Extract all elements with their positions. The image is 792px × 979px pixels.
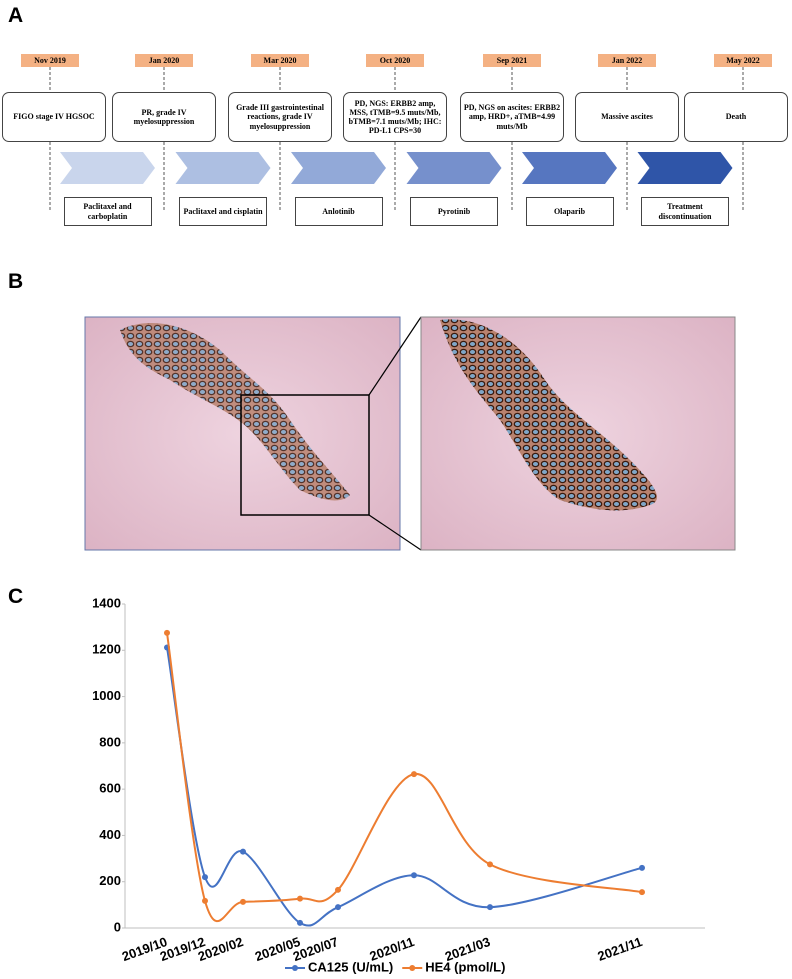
y-tick-label: 1200 [92, 642, 121, 657]
chevron [406, 152, 502, 184]
event-box: Grade III gastrointestinal reactions, gr… [228, 92, 332, 142]
chevron [637, 152, 733, 184]
panel-label: A [8, 4, 24, 27]
point [202, 897, 208, 904]
event-box: Death [684, 92, 788, 142]
chart: 02004006008001000120014002019/102019/122… [92, 595, 705, 974]
point [411, 771, 417, 778]
treatment-box: Paclitaxel and cisplatin [179, 197, 267, 226]
event-box: PD, NGS: ERBB2 amp, MSS, tTMB=9.5 muts/M… [343, 92, 447, 142]
panel-label: C [8, 585, 24, 608]
chevron [175, 152, 271, 184]
chevron [60, 152, 155, 184]
legend-swatch [292, 965, 298, 971]
point [240, 848, 246, 855]
treatment-box: Treatment discontinuation [641, 197, 729, 226]
point [297, 895, 303, 902]
zoom-line [368, 514, 422, 551]
zoom-box [240, 394, 370, 516]
point [202, 874, 208, 881]
point [639, 889, 645, 896]
date-label: Mar 2020 [251, 54, 309, 67]
point [240, 898, 246, 905]
event-box: Massive ascites [575, 92, 679, 142]
point [639, 864, 645, 871]
y-tick-label: 800 [99, 734, 121, 749]
legend-label: CA125 (U/mL) [308, 959, 393, 974]
date-label: May 2022 [714, 54, 772, 67]
treatment-box: Paclitaxel and carboplatin [63, 197, 152, 226]
y-tick-label: 600 [99, 781, 121, 796]
y-tick-label: 1400 [92, 595, 121, 610]
treatment-box: Pyrotinib [410, 197, 498, 226]
point [297, 919, 303, 926]
legend-label: HE4 (pmol/L) [425, 959, 505, 974]
chevron [291, 152, 386, 184]
tissue [120, 322, 350, 501]
series-line [166, 632, 643, 923]
point [164, 629, 170, 636]
x-tick-label: 2021/11 [596, 934, 645, 964]
tissue [440, 319, 658, 511]
point [335, 886, 341, 893]
point [335, 904, 341, 911]
chevron [522, 152, 617, 184]
y-tick-label: 400 [99, 827, 121, 842]
point [411, 872, 417, 879]
treatment-box: Olaparib [525, 197, 614, 226]
timeline-graphics [49, 67, 744, 212]
treatment-box: Anlotinib [294, 197, 383, 226]
date-label: Oct 2020 [366, 54, 424, 67]
panel-label: B [8, 270, 24, 293]
point [487, 904, 493, 911]
y-tick-label: 200 [99, 873, 121, 888]
micrographs [84, 316, 736, 551]
event-box: PD, NGS on ascites: ERBB2 amp, HRD+, aTM… [460, 92, 564, 142]
event-box: FIGO stage IV HGSOC [2, 92, 106, 142]
legend-swatch [409, 965, 416, 971]
event-box: PR, grade IV myelosuppression [112, 92, 216, 142]
date-label: Jan 2022 [598, 54, 656, 67]
date-label: Jan 2020 [135, 54, 193, 67]
date-label: Sep 2021 [483, 54, 541, 67]
zoom-line [368, 316, 422, 396]
y-tick-label: 0 [114, 919, 121, 934]
y-tick-label: 1000 [92, 688, 121, 703]
date-label: Nov 2019 [21, 54, 79, 67]
point [487, 861, 493, 868]
